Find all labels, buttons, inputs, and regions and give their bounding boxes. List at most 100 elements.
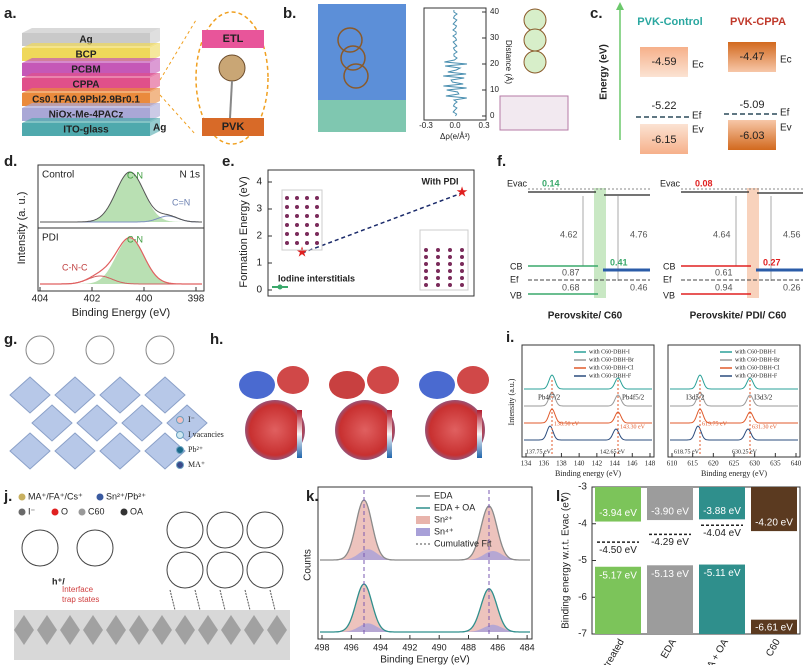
- value-label: -3.94 eV: [599, 508, 637, 519]
- octahedron: [129, 615, 149, 645]
- label: ETL: [223, 33, 244, 45]
- axis-label: Energy (eV): [599, 44, 610, 100]
- octahedron: [99, 432, 141, 470]
- atom: [285, 214, 289, 218]
- molecule: [229, 80, 233, 119]
- label: 618.75 eV: [674, 449, 700, 455]
- spectrum: [524, 391, 652, 407]
- legend-label: EDA: [434, 490, 453, 500]
- label: Pb4f5/2: [622, 394, 645, 402]
- fit-area: [40, 238, 202, 284]
- layer-label: Cs0.1FA0.9PbI2.9Br0.1: [32, 95, 140, 106]
- label: 137.75 eV: [526, 449, 552, 455]
- label: 631.30 eV: [752, 424, 778, 430]
- axis-label: Binding Energy (eV): [380, 655, 470, 665]
- tick-label: 146: [627, 460, 638, 468]
- ligand: [169, 589, 176, 611]
- label: PDI: [42, 233, 59, 244]
- label: VB: [663, 290, 675, 300]
- structure: [419, 229, 469, 291]
- axis-label: Formation Energy (eV): [238, 176, 250, 287]
- legend-marker: [78, 508, 86, 516]
- panel-label: c.: [590, 5, 603, 22]
- label: Ec: [780, 55, 792, 66]
- panel-label: l.: [556, 488, 564, 505]
- star: ★: [456, 184, 469, 200]
- octahedron: [106, 615, 126, 645]
- layer: [22, 48, 150, 61]
- label: Interface: [62, 585, 94, 594]
- layer-top: [22, 88, 160, 93]
- layer-label: NiOx-Me-4PACz: [49, 110, 124, 121]
- label: Pb²⁺: [188, 445, 203, 454]
- atom: [295, 223, 299, 227]
- esp-sphere: [335, 400, 395, 460]
- plot-frame: [317, 486, 533, 640]
- atom: [448, 262, 452, 266]
- layer-side: [150, 88, 160, 106]
- tick-label: 398: [188, 294, 205, 305]
- star: ★: [296, 244, 309, 260]
- value-label: -4.29 eV: [651, 537, 689, 548]
- octahedron: [198, 615, 218, 645]
- esp-lobe: [329, 371, 365, 399]
- tick-label: 142: [592, 460, 603, 468]
- label: 138.50 eV: [554, 421, 580, 427]
- atom: [436, 276, 440, 280]
- structure: [281, 189, 323, 251]
- label: 4.64: [713, 229, 731, 239]
- atom: [460, 283, 464, 287]
- label: 0.27: [763, 257, 781, 267]
- cb-bar: [595, 487, 641, 522]
- charge-map-slab: [318, 100, 406, 132]
- atom: [285, 205, 289, 209]
- atom: [424, 276, 428, 280]
- tick-label: 144: [609, 460, 620, 468]
- legend-label: with C60-DBH-F: [589, 373, 632, 379]
- fullerene: [85, 335, 115, 365]
- tick-label: 0: [490, 111, 495, 120]
- spectrum: [40, 171, 202, 223]
- atom: [295, 214, 299, 218]
- fullerene: [206, 551, 244, 589]
- atom: [285, 232, 289, 236]
- octahedron: [83, 615, 103, 645]
- vb-bar: [751, 619, 797, 634]
- etl-box: [202, 30, 264, 48]
- colorbar: [387, 410, 392, 458]
- y-tick-label: -5: [578, 555, 587, 566]
- fullerene: [523, 8, 547, 32]
- label: 142.65 eV: [600, 449, 626, 455]
- tick-label: 486: [490, 642, 505, 652]
- axis-label: Distance (Å): [504, 40, 513, 84]
- label: Iodine interstitials: [278, 273, 355, 283]
- octahedron: [244, 615, 264, 645]
- layer-side: [150, 118, 160, 136]
- vb-box: [728, 120, 776, 150]
- spectrum: [524, 374, 652, 390]
- tick-label: 140: [574, 460, 585, 468]
- label: C60: [88, 506, 105, 516]
- panel-label: j.: [3, 488, 12, 505]
- label: O: [61, 506, 68, 516]
- tick-label: 10: [490, 85, 499, 94]
- octahedron: [144, 432, 186, 470]
- label: MA⁺: [188, 460, 205, 469]
- layer-side: [150, 73, 160, 91]
- label: -6.03: [739, 130, 764, 142]
- spectrum: [320, 583, 530, 633]
- octahedron: [152, 615, 172, 645]
- atom: [460, 269, 464, 273]
- pvk-box: [202, 118, 264, 136]
- label: C-N-C: [62, 262, 88, 272]
- atom: [305, 232, 309, 236]
- value-label: -4.20 eV: [755, 518, 793, 529]
- legend-marker: [176, 461, 184, 469]
- atom: [460, 248, 464, 252]
- colorbar: [477, 410, 482, 458]
- tick-label: 40: [490, 7, 499, 16]
- structure-slab: [499, 95, 569, 131]
- atom: [424, 283, 428, 287]
- label: I⁻: [188, 415, 195, 424]
- octahedron: [60, 615, 80, 645]
